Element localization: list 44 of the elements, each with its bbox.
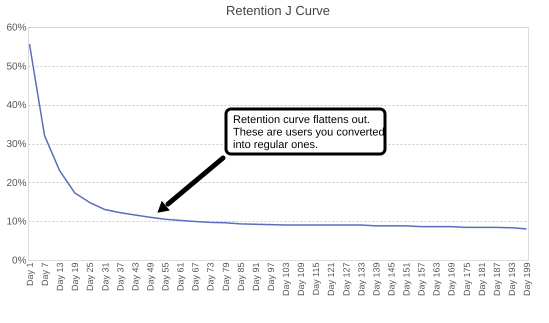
x-tick-label: Day 97 bbox=[266, 262, 276, 292]
x-tick-label: Day 145 bbox=[386, 262, 396, 296]
y-tick-label: 30% bbox=[6, 139, 27, 150]
x-tick-label: Day 25 bbox=[85, 262, 96, 292]
x-tick-label: Day 67 bbox=[190, 262, 201, 292]
x-tick-label: Day 49 bbox=[145, 262, 156, 292]
x-tick-label: Day 163 bbox=[432, 262, 442, 296]
x-tick-label: Day 187 bbox=[492, 262, 502, 296]
x-tick-label: Day 181 bbox=[476, 262, 487, 296]
x-tick-label: Day 115 bbox=[311, 262, 322, 296]
x-tick-label: Day 91 bbox=[250, 262, 261, 292]
y-tick-label: 0% bbox=[12, 256, 27, 266]
x-tick-label: Day 169 bbox=[446, 262, 457, 296]
annotation: Retention curve flattens out. These are users you converted into regular ones. bbox=[233, 114, 385, 151]
line-series bbox=[28, 43, 528, 230]
x-tick-label: Day 55 bbox=[160, 262, 171, 292]
x-tick-label: Day 19 bbox=[70, 262, 80, 292]
y-tick-label: 10% bbox=[6, 216, 27, 228]
x-tick-label: Day 139 bbox=[371, 262, 382, 296]
x-tick-label: Day 1 bbox=[25, 262, 36, 286]
y-tick-label: 40% bbox=[6, 100, 27, 112]
x-tick-label: Day 199 bbox=[522, 262, 532, 296]
x-tick-label: Day 73 bbox=[206, 262, 216, 292]
x-tick-label: Day 37 bbox=[115, 262, 126, 292]
chart-title: Retention J Curve bbox=[226, 3, 330, 18]
x-tick-label: Day 157 bbox=[416, 262, 427, 296]
x-tick-label: Day 121 bbox=[326, 262, 336, 296]
x-tick-label: Day 175 bbox=[462, 262, 472, 296]
x-tick-label: Day 13 bbox=[55, 262, 66, 292]
x-tick-label: Day 31 bbox=[100, 262, 110, 292]
x-tick-label: Day 61 bbox=[176, 262, 186, 292]
x-tick-label: Day 103 bbox=[281, 262, 292, 296]
x-tick-label: Day 127 bbox=[341, 262, 352, 296]
y-tick-label: 60% bbox=[6, 22, 27, 34]
y-tick-label: 50% bbox=[6, 61, 27, 72]
x-tick-label: Day 109 bbox=[296, 262, 306, 296]
x-tick-label: Day 43 bbox=[130, 262, 140, 292]
x-tick-label: Day 79 bbox=[220, 262, 231, 292]
y-tick-label: 20% bbox=[6, 178, 27, 189]
x-tick-label: Day 7 bbox=[40, 262, 50, 286]
x-tick-label: Day 133 bbox=[356, 262, 366, 296]
x-tick-label: Day 151 bbox=[402, 262, 412, 296]
x-tick-label: Day 193 bbox=[506, 262, 517, 296]
x-tick-label: Day 85 bbox=[236, 262, 246, 292]
